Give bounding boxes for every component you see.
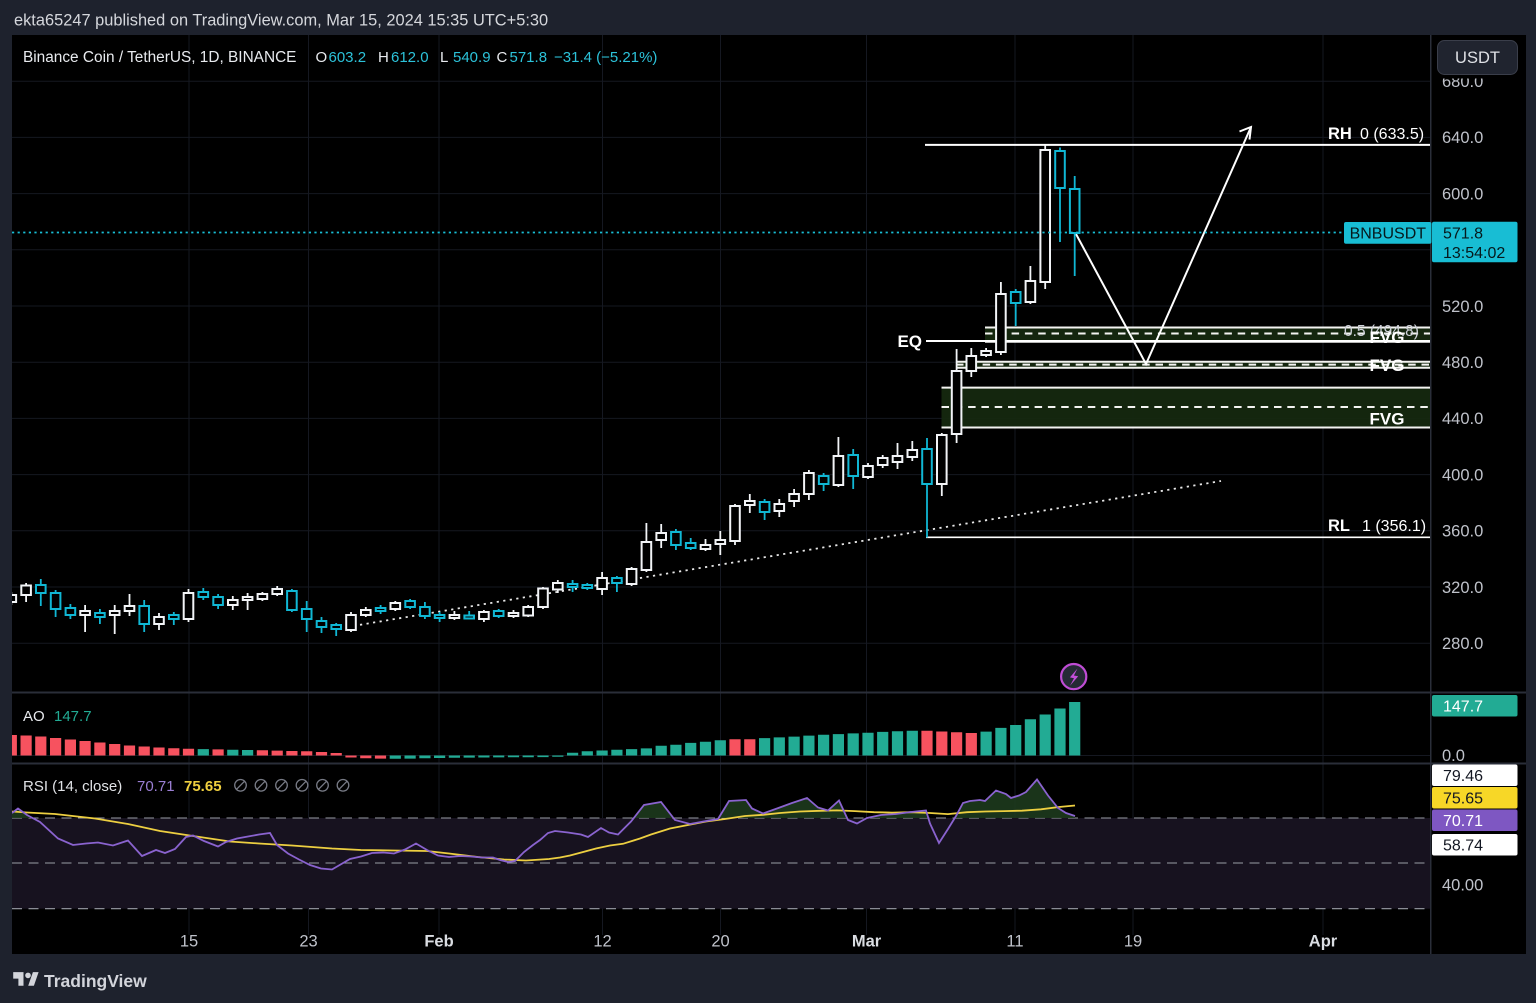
svg-text:147.7: 147.7 [1443, 699, 1483, 716]
svg-text:RH: RH [1328, 125, 1352, 143]
svg-text:13:54:02: 13:54:02 [1443, 245, 1505, 262]
svg-text:20: 20 [711, 933, 729, 951]
svg-text:Binance Coin / TetherUS, 1D, B: Binance Coin / TetherUS, 1D, BINANCE [23, 49, 296, 66]
svg-text:12: 12 [593, 933, 611, 951]
svg-text:0.5 (494.8): 0.5 (494.8) [1344, 323, 1419, 340]
svg-text:15: 15 [180, 933, 198, 951]
svg-text:571.8: 571.8 [1443, 225, 1483, 242]
svg-text:FVG: FVG [1370, 356, 1405, 375]
svg-text:TradingView: TradingView [44, 971, 147, 991]
svg-text:−31.4 (−5.21%): −31.4 (−5.21%) [554, 49, 657, 66]
svg-text:EQ: EQ [897, 332, 922, 351]
svg-text:FVG: FVG [1370, 410, 1405, 429]
svg-text:360.0: 360.0 [1442, 523, 1483, 541]
svg-text:540.9: 540.9 [453, 49, 491, 66]
svg-text:40.00: 40.00 [1442, 877, 1483, 895]
svg-text:320.0: 320.0 [1442, 579, 1483, 597]
svg-text:Feb: Feb [424, 933, 453, 951]
svg-text:L: L [440, 49, 448, 66]
svg-text:H: H [378, 49, 389, 66]
svg-text:USDT: USDT [1455, 49, 1500, 67]
svg-text:C: C [497, 49, 508, 66]
svg-text:70.71: 70.71 [1443, 813, 1483, 830]
svg-text:600.0: 600.0 [1442, 185, 1483, 203]
svg-text:75.65: 75.65 [184, 778, 222, 795]
svg-text:58.74: 58.74 [1443, 837, 1483, 854]
svg-text:147.7: 147.7 [54, 708, 92, 725]
svg-text:440.0: 440.0 [1442, 410, 1483, 428]
svg-text:70.71: 70.71 [137, 778, 175, 795]
svg-text:O: O [316, 49, 328, 66]
svg-text:AO: AO [23, 708, 45, 725]
svg-text:RL: RL [1328, 517, 1350, 535]
svg-text:75.65: 75.65 [1443, 790, 1483, 807]
svg-text:612.0: 612.0 [391, 49, 429, 66]
svg-text:571.8: 571.8 [510, 49, 548, 66]
svg-text:FVG: FVG [1370, 328, 1405, 347]
svg-text:11: 11 [1006, 933, 1023, 951]
svg-text:RSI (14, close): RSI (14, close) [23, 778, 122, 795]
svg-text:Mar: Mar [852, 933, 882, 951]
svg-text:603.2: 603.2 [329, 49, 367, 66]
svg-text:400.0: 400.0 [1442, 466, 1483, 484]
svg-text:280.0: 280.0 [1442, 635, 1483, 653]
svg-text:0 (633.5): 0 (633.5) [1360, 126, 1424, 143]
svg-text:79.46: 79.46 [1443, 768, 1483, 785]
svg-text:520.0: 520.0 [1442, 298, 1483, 316]
svg-text:480.0: 480.0 [1442, 354, 1483, 372]
svg-text:0.0: 0.0 [1442, 747, 1465, 765]
svg-text:ekta65247 published on Trading: ekta65247 published on TradingView.com, … [14, 12, 548, 30]
svg-text:23: 23 [299, 933, 317, 951]
svg-text:19: 19 [1124, 933, 1142, 951]
svg-text:Apr: Apr [1309, 933, 1338, 951]
svg-text:BNBUSDT: BNBUSDT [1350, 226, 1427, 243]
svg-text:640.0: 640.0 [1442, 129, 1483, 147]
svg-text:1 (356.1): 1 (356.1) [1362, 518, 1426, 535]
